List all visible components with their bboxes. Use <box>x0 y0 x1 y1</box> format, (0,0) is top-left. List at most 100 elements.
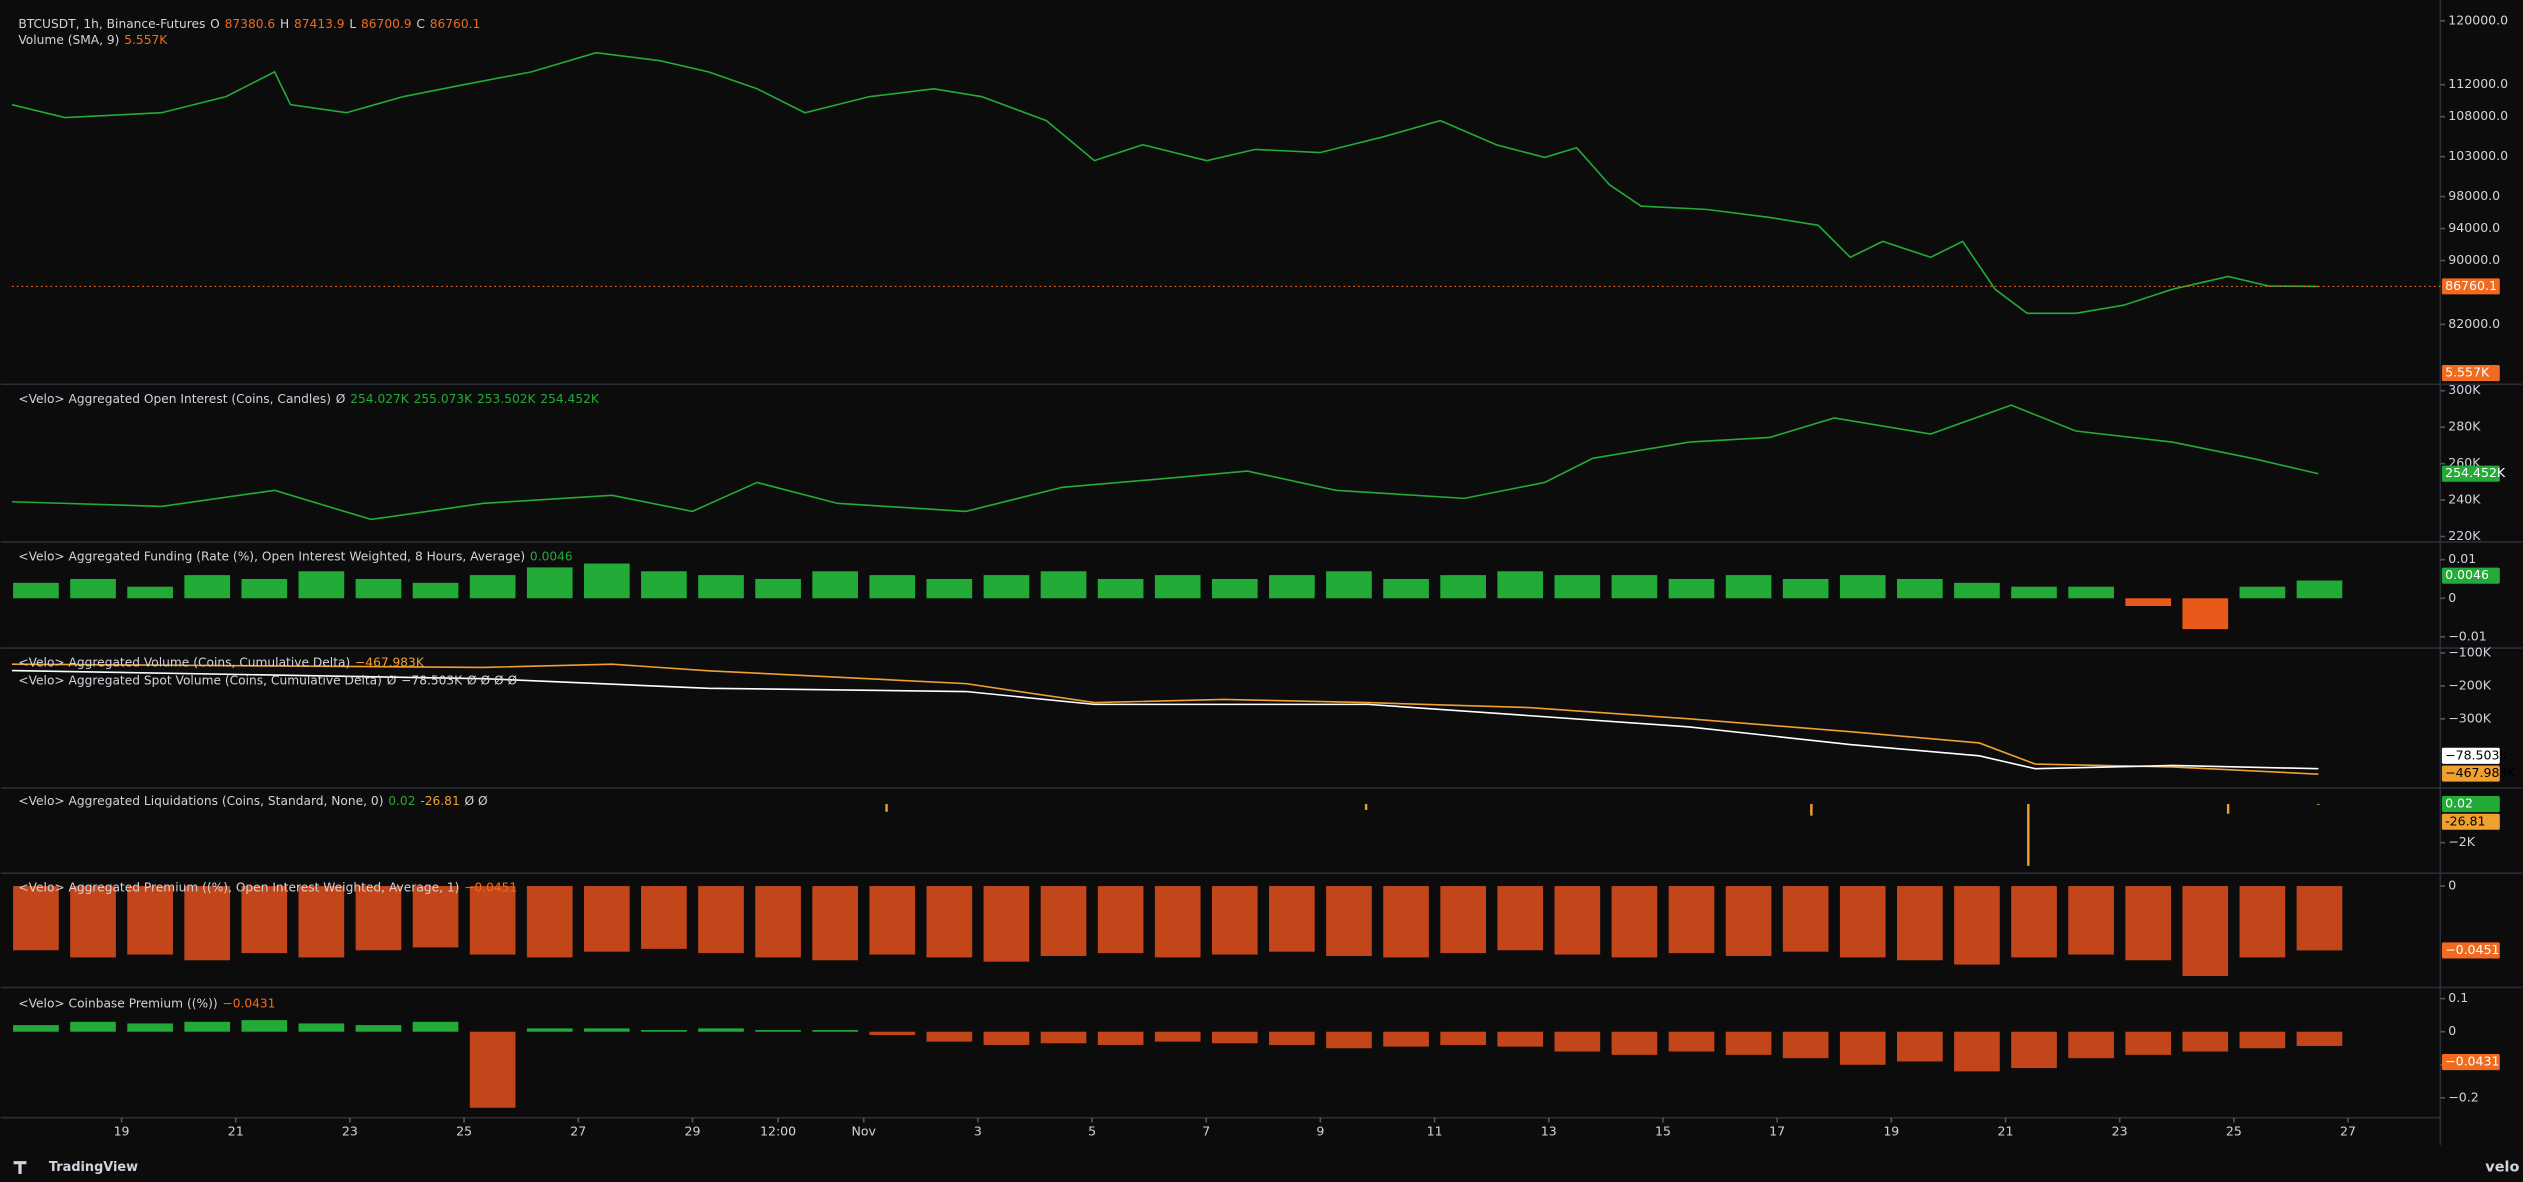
bar <box>2239 1031 2286 1049</box>
y-tick-label: 108000.0 <box>2448 108 2508 123</box>
legend-item: <Velo> Aggregated Open Interest (Coins, … <box>18 391 331 405</box>
legend: <Velo> Aggregated Open Interest (Coins, … <box>18 391 600 405</box>
bar <box>1440 1031 1486 1045</box>
bar <box>812 571 859 599</box>
x-tick-label: 21 <box>228 1124 244 1139</box>
bar <box>1497 571 1544 599</box>
legend-item: <Velo> Aggregated Premium ((%), Open Int… <box>18 880 459 894</box>
bar <box>241 1020 288 1032</box>
legend-item: H <box>280 17 289 31</box>
bar <box>1554 1031 1601 1052</box>
x-tick-label: 3 <box>974 1124 982 1139</box>
pane <box>11 51 2319 315</box>
bar <box>812 886 859 961</box>
legend-item: <Velo> Aggregated Liquidations (Coins, S… <box>18 793 383 807</box>
bar <box>1839 575 1886 599</box>
bar <box>2068 886 2114 955</box>
pane <box>13 563 2343 630</box>
x-tick-label: 19 <box>1883 1124 1899 1139</box>
y-tick-label: 94000.0 <box>2448 220 2500 235</box>
bar <box>1611 1031 1658 1055</box>
x-tick-label: 21 <box>1998 1124 2014 1139</box>
last-price-label: 86760.1 <box>2445 278 2497 293</box>
brand[interactable]: TradingView <box>49 1160 138 1175</box>
bar <box>1154 575 1201 599</box>
bar <box>1839 1031 1886 1065</box>
last-price-label-box <box>2441 278 2500 295</box>
funding-last-label: 0.0046 <box>2445 567 2489 582</box>
bar <box>355 1025 402 1032</box>
legend-item: Ø <box>336 391 346 405</box>
bar <box>1782 886 1829 952</box>
bar <box>2011 586 2057 599</box>
bar <box>1269 575 1315 599</box>
y-tick-label: 0 <box>2448 1023 2456 1038</box>
bar <box>926 1031 973 1042</box>
bar <box>526 886 573 958</box>
pane <box>11 404 2319 521</box>
bar <box>2027 804 2030 866</box>
bar <box>2068 1031 2114 1059</box>
bar <box>983 575 1030 599</box>
y-tick-label: 220K <box>2448 528 2481 543</box>
bar <box>1725 886 1772 956</box>
liq-long-label: 0.02 <box>2445 796 2473 811</box>
y-tick-label: −0.2 <box>2448 1089 2478 1104</box>
legend-item: −0.0451 <box>464 880 517 894</box>
legend: <Velo> Aggregated Funding (Rate (%), Ope… <box>18 549 572 563</box>
bar <box>2068 586 2114 599</box>
legend-item: 0.02 <box>388 793 415 807</box>
premium-last-label: −0.0451 <box>2445 942 2499 957</box>
y-tick-label: 90000.0 <box>2448 252 2500 267</box>
pane <box>13 886 2343 976</box>
bar <box>298 1023 345 1032</box>
y-tick-label: 0 <box>2448 878 2456 893</box>
x-tick-label: 7 <box>1202 1124 1210 1139</box>
y-tick-label: 82000.0 <box>2448 316 2500 331</box>
bar <box>1040 886 1087 956</box>
legend-item: 254.452K <box>540 391 600 405</box>
pane <box>13 1020 2343 1108</box>
bar <box>1097 1031 1144 1045</box>
series-line <box>11 663 2319 775</box>
bar <box>13 1025 59 1032</box>
x-tick-label: 9 <box>1316 1124 1324 1139</box>
x-tick-label: 27 <box>2340 1124 2356 1139</box>
legend-item: 0.0046 <box>530 549 573 563</box>
x-tick-label: 25 <box>456 1124 472 1139</box>
bar <box>355 886 402 951</box>
bar <box>1611 886 1658 958</box>
x-tick-label: 25 <box>2226 1124 2242 1139</box>
y-tick-label: 0.01 <box>2448 551 2476 566</box>
bar <box>869 575 916 599</box>
legend-item: C <box>416 17 425 31</box>
x-tick-label: 12:00 <box>760 1124 796 1139</box>
bar <box>469 575 516 599</box>
x-tick-label: 19 <box>114 1124 130 1139</box>
bar <box>241 578 288 599</box>
bar <box>2125 598 2172 606</box>
pane <box>885 804 2320 866</box>
bar <box>127 1023 173 1032</box>
bar <box>755 1030 801 1032</box>
y-tick-label: 112000.0 <box>2448 76 2508 91</box>
legend-item: 87413.9 <box>294 17 345 31</box>
delta-last-label: −467.983K <box>2445 765 2516 780</box>
brand-logo[interactable] <box>13 1161 27 1174</box>
oi-last-label: 254.452K <box>2445 465 2506 480</box>
bar <box>1154 886 1201 958</box>
bar <box>298 886 345 958</box>
bar <box>298 571 345 599</box>
x-tick-label: 13 <box>1541 1124 1557 1139</box>
bar <box>1725 1031 1772 1055</box>
legend-item: 255.073K <box>414 391 474 405</box>
y-tick-label: −200K <box>2448 677 2491 692</box>
legend-item: 254.027K <box>350 391 410 405</box>
bar <box>1383 1031 1429 1047</box>
legend-item: −467.983K <box>355 655 425 669</box>
bar <box>755 578 801 599</box>
bar <box>698 886 744 954</box>
watermark: velo <box>2485 1160 2519 1176</box>
legend-item: Ø Ø <box>465 793 488 807</box>
bar <box>1725 575 1772 599</box>
